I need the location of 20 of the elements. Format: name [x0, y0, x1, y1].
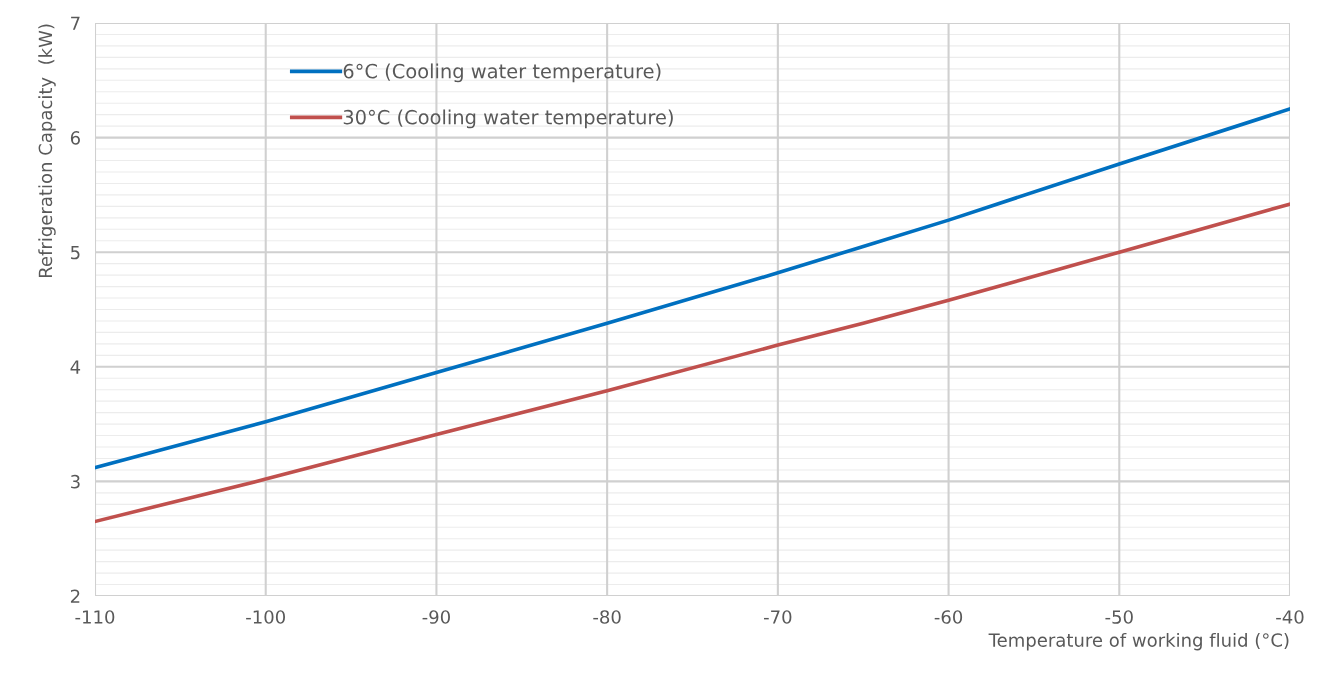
x-tick-label: -70 — [764, 610, 792, 624]
y-tick-label: 6 — [70, 131, 80, 145]
x-tick-label: -60 — [934, 610, 963, 624]
x-tick-label: -110 — [75, 610, 115, 624]
y-tick-label: 2 — [70, 589, 80, 603]
line-series — [95, 202, 1290, 524]
x-tick-label: -80 — [593, 610, 621, 624]
x-tick-label: -40 — [1276, 610, 1304, 624]
x-tick-label: -90 — [422, 610, 450, 624]
x-axis-title: Temperature of working fluid (°C) — [988, 632, 1289, 651]
y-tick-label: 7 — [71, 16, 80, 30]
y-tick-label: 5 — [71, 245, 80, 260]
line-series — [95, 107, 1290, 470]
x-tick-label: -100 — [246, 610, 285, 624]
y-tick-label: 3 — [71, 474, 80, 489]
y-tick-label: 4 — [70, 360, 81, 374]
y-axis-title: Refrigeration Capacity (kW) — [38, 24, 56, 278]
legend-label: 6°C (Cooling water temperature) — [343, 63, 661, 83]
legend-label: 30°C (Cooling water temperature) — [343, 109, 673, 129]
x-tick-label: -50 — [1105, 610, 1133, 624]
